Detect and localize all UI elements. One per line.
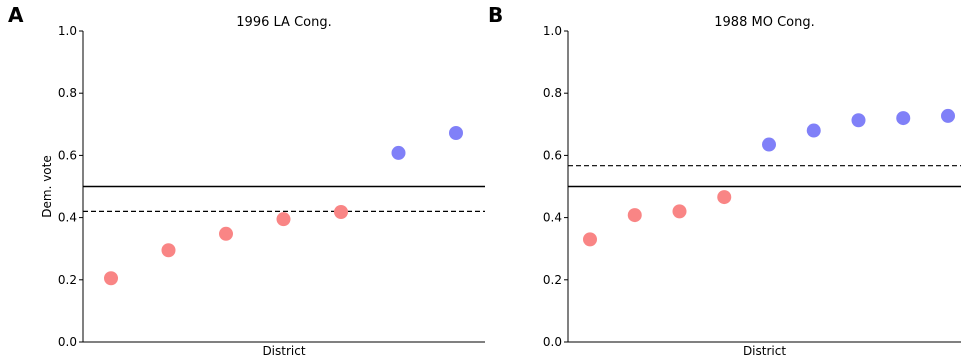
dem-district-point <box>449 126 463 141</box>
y-tick-label: 0.2 <box>58 273 77 287</box>
dem-district-point <box>851 113 866 128</box>
y-tick-label: 0.6 <box>543 148 562 162</box>
rep-district-point <box>219 226 233 241</box>
dem-district-point <box>941 108 955 123</box>
rep-district-point <box>276 212 291 227</box>
dem-district-point <box>391 145 406 160</box>
rep-district-point <box>672 204 687 219</box>
y-tick-label: 0.8 <box>543 86 562 100</box>
panel-label: B <box>488 3 503 27</box>
x-axis-label: District <box>262 344 305 358</box>
panel-label: A <box>8 3 24 27</box>
chart-title: 1988 MO Cong. <box>714 15 814 30</box>
rep-district-point <box>334 205 348 220</box>
y-tick-label: 1.0 <box>543 24 562 38</box>
y-tick-label: 0.2 <box>543 273 562 287</box>
y-tick-label: 0.0 <box>543 335 562 349</box>
chart-title: 1996 LA Cong. <box>236 15 331 30</box>
rep-district-point <box>583 232 597 247</box>
y-tick-label: 0.0 <box>58 335 77 349</box>
rep-district-point <box>717 190 732 205</box>
y-axis-label: Dem. vote <box>40 155 54 217</box>
y-tick-label: 0.4 <box>58 211 77 225</box>
rep-district-point <box>161 243 176 258</box>
rep-district-point <box>104 271 118 286</box>
x-axis-label: District <box>743 344 786 358</box>
y-tick-label: 0.6 <box>58 148 77 162</box>
y-tick-label: 1.0 <box>58 24 77 38</box>
dem-district-point <box>762 137 776 152</box>
y-tick-label: 0.8 <box>58 86 77 100</box>
dem-district-point <box>806 123 821 138</box>
y-tick-label: 0.4 <box>543 211 562 225</box>
rep-district-point <box>627 208 642 223</box>
dem-district-point <box>896 111 911 126</box>
